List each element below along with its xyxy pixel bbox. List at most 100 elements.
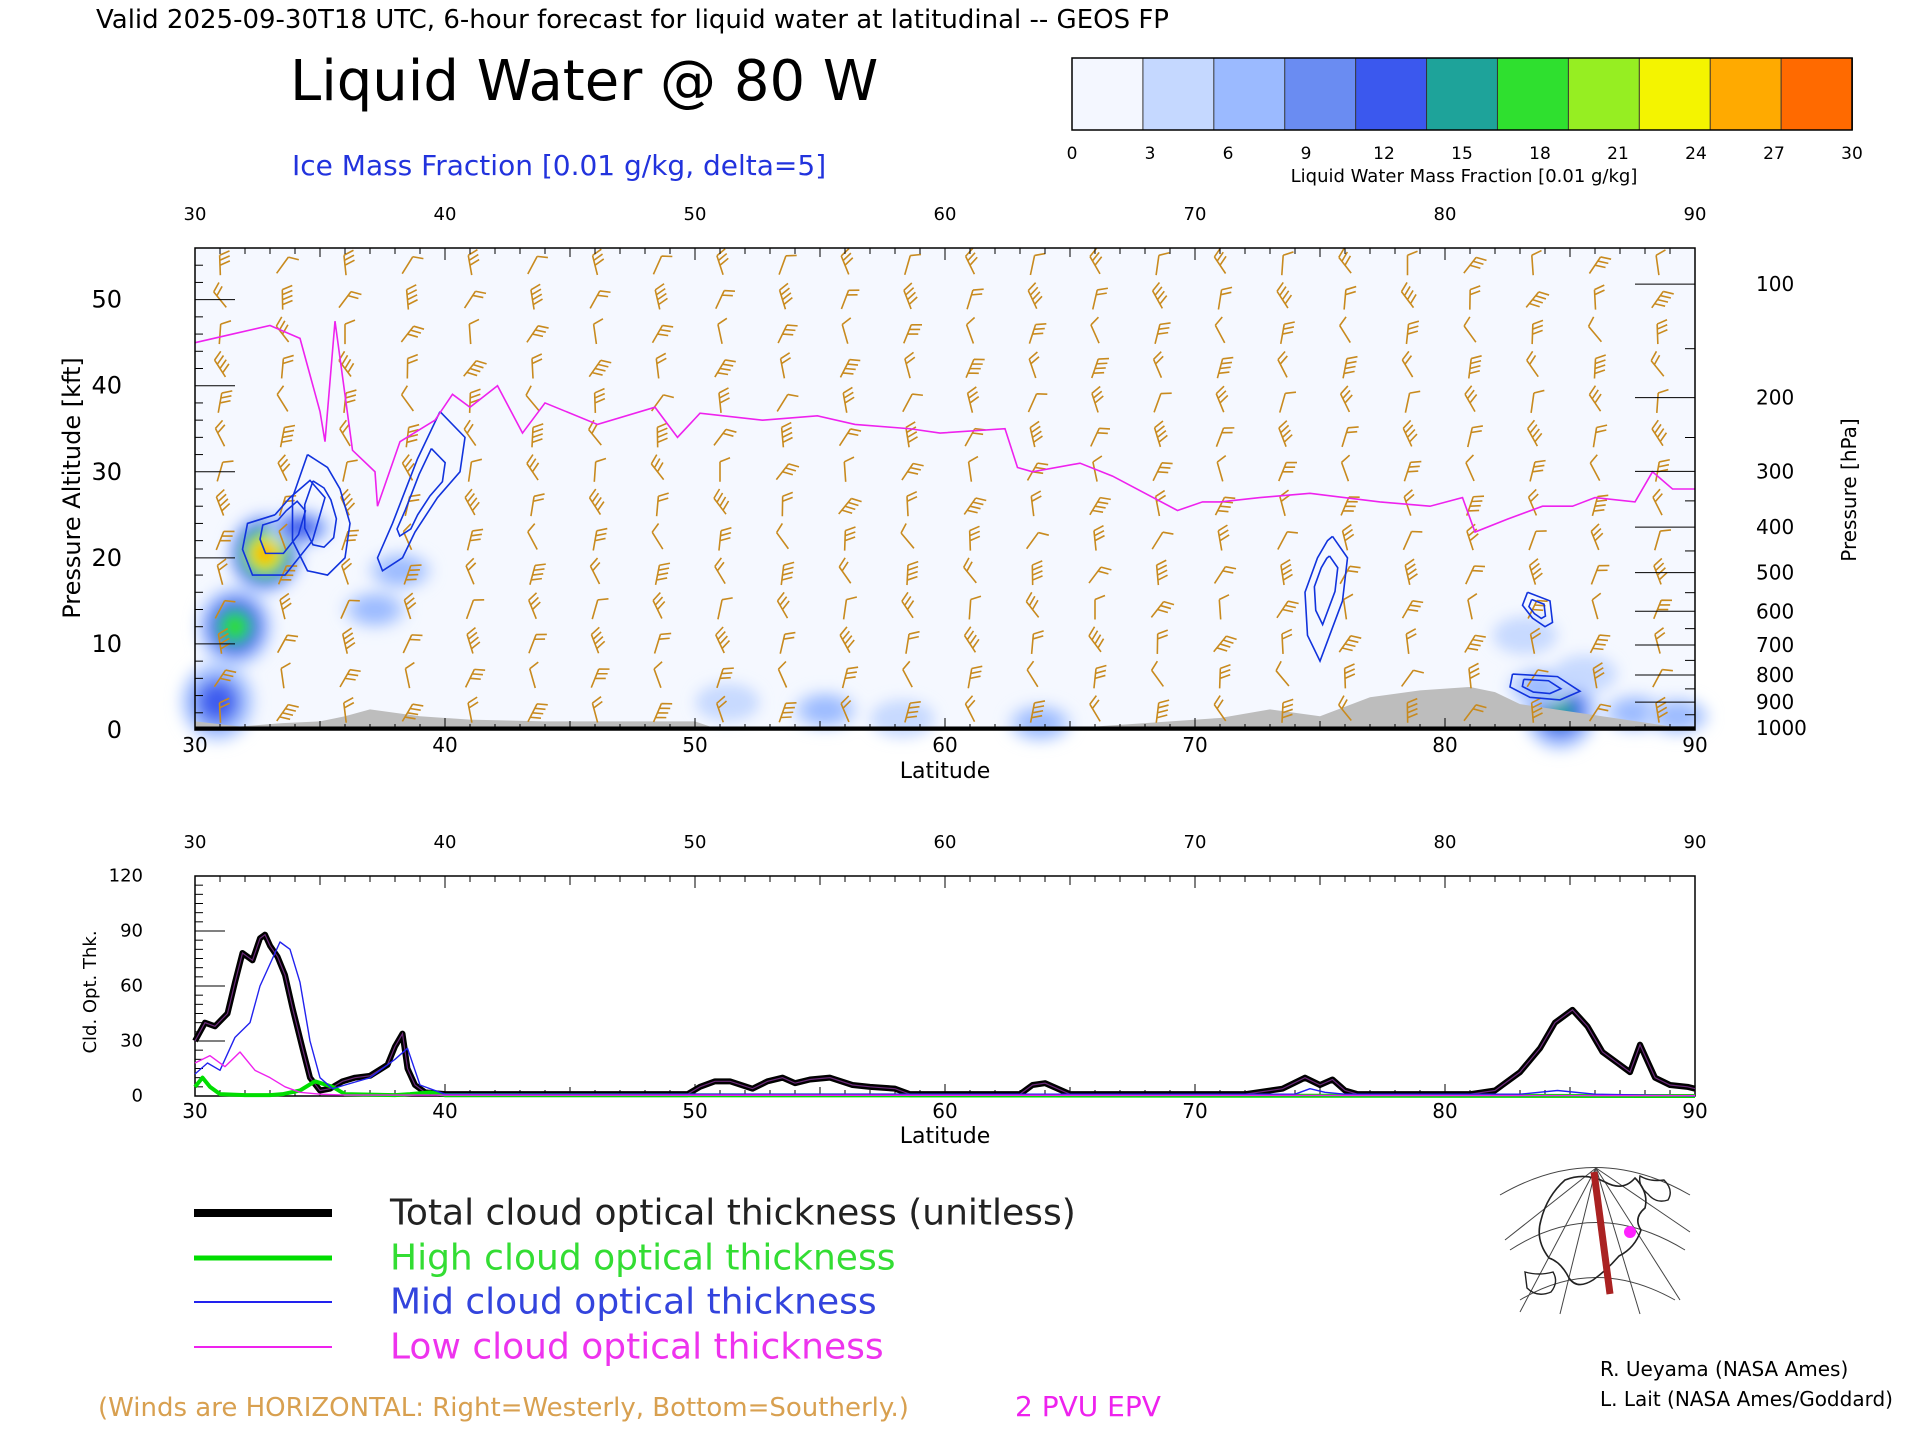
- wind-barb: [1400, 282, 1417, 309]
- bottom-x-tick-label-top: 80: [1434, 832, 1457, 853]
- wind-barb: [1525, 291, 1550, 308]
- liquid-water-level: [1655, 702, 1700, 730]
- wind-barb: [214, 419, 226, 447]
- wind-barb: [1153, 392, 1172, 413]
- bottom-y-tick-label: 120: [109, 866, 143, 887]
- wind-barb: [216, 558, 228, 585]
- ice-label: Ice Mass Fraction [0.01 g/kg, delta=5]: [292, 149, 826, 182]
- wind-barb: [1469, 285, 1481, 310]
- top-xlabel: Latitude: [900, 759, 991, 784]
- wind-barb: [340, 599, 360, 619]
- liquid-water-level: [1493, 616, 1557, 655]
- top-x-tick-label-top: 60: [934, 204, 957, 225]
- wind-barb: [903, 282, 918, 310]
- wind-barb: [1529, 459, 1546, 482]
- wind-barb: [1338, 634, 1362, 653]
- wind-barb: [1406, 697, 1418, 723]
- wind-barb: [1463, 256, 1487, 274]
- wind-barb: [467, 696, 479, 723]
- credit-1: R. Ueyama (NASA Ames): [1600, 1357, 1848, 1381]
- ice-contour-inner: [1528, 598, 1547, 620]
- wind-barb: [276, 703, 299, 722]
- ice-contour-inner: [396, 447, 447, 538]
- colorbar-label: Liquid Water Mass Fraction [0.01 g/kg]: [1291, 166, 1638, 187]
- wind-barb: [1653, 557, 1668, 585]
- top-x-tick-label-top: 70: [1184, 204, 1207, 225]
- p-tick-label: 600: [1756, 599, 1794, 623]
- wind-barb: [1217, 524, 1230, 551]
- wind-barb: [402, 634, 423, 654]
- wind-barb: [1651, 419, 1668, 447]
- colorbar: 0 3 6 9 12 15 18 21 24 27 30: [1067, 57, 1863, 164]
- wind-barb: [1588, 385, 1602, 412]
- colorbar-cell: [1638, 57, 1712, 131]
- wind-barb: [1152, 351, 1164, 379]
- wind-barb: [215, 488, 231, 516]
- colorbar-tick-label: 3: [1145, 144, 1156, 164]
- wind-barb: [1343, 285, 1357, 310]
- legend-label-total: Total cloud optical thickness (unitless): [389, 1193, 1076, 1234]
- wind-barb: [1215, 385, 1229, 413]
- wind-barb: [1154, 322, 1171, 344]
- wind-barb: [464, 488, 480, 516]
- wind-barb: [1526, 669, 1549, 688]
- top-y-tick-label: 20: [91, 544, 122, 572]
- wind-barb: [1593, 354, 1606, 379]
- wind-barb: [1528, 530, 1547, 551]
- wind-barb: [530, 493, 545, 517]
- wind-barb: [403, 564, 422, 585]
- bottom-x-tick-label-top: 50: [684, 832, 707, 853]
- top-y-tick-label: 50: [91, 286, 122, 314]
- wind-barb: [1591, 494, 1609, 517]
- wind-barb: [1465, 454, 1475, 482]
- wind-barb: [525, 385, 540, 412]
- wind-barb: [965, 316, 976, 344]
- wind-barb: [1656, 318, 1668, 345]
- locator-section-line: [1590, 1171, 1614, 1295]
- colorbar-cell: [1496, 57, 1570, 131]
- wind-barb: [588, 419, 602, 446]
- wind-barb: [841, 317, 852, 344]
- wind-barb: [1589, 454, 1601, 481]
- ice-contours: [241, 410, 1582, 701]
- wind-barb: [839, 358, 861, 378]
- wind-barb: [902, 393, 923, 413]
- wind-barb: [341, 627, 356, 654]
- wind-barb: [1029, 700, 1046, 723]
- wind-barb: [1343, 663, 1356, 689]
- bottom-xlabel: Latitude: [900, 1124, 991, 1149]
- wind-barb: [589, 290, 611, 309]
- wind-barb: [1090, 357, 1110, 379]
- series-high: [193, 1075, 1696, 1098]
- liquid-water-level: [1613, 699, 1657, 727]
- wind-barb: [1093, 524, 1105, 551]
- wind-barb: [402, 523, 413, 551]
- ice-contour-inner: [1521, 678, 1563, 695]
- wind-barb: [526, 454, 540, 481]
- wind-barb: [1027, 282, 1043, 310]
- wind-barb: [840, 289, 860, 310]
- wind-barb: [777, 324, 798, 344]
- wind-barb: [401, 454, 415, 481]
- wind-barb: [218, 697, 230, 723]
- wind-barb: [967, 455, 979, 482]
- wind-barb: [1338, 247, 1352, 274]
- wind-barb: [529, 563, 546, 585]
- wind-barb: [1030, 490, 1042, 517]
- wind-barb: [654, 562, 671, 586]
- wind-barb: [1151, 531, 1174, 550]
- p-tick-label: 800: [1756, 663, 1794, 687]
- ice-contour-ice-5: [1521, 591, 1554, 628]
- wind-barb: [465, 598, 485, 620]
- wind-barb: [400, 385, 415, 412]
- wind-barb: [906, 560, 919, 586]
- wind-barb: [1150, 660, 1165, 687]
- wind-barb: [1278, 461, 1298, 482]
- ice-contour-ice-2: [241, 479, 326, 576]
- wind-barb: [904, 701, 921, 723]
- bottom-y-tick-label: 0: [132, 1086, 143, 1107]
- legend-label-mid: Mid cloud optical thickness: [390, 1282, 877, 1323]
- colorbar-cell: [1355, 57, 1428, 131]
- top-x-tick-label: 60: [932, 733, 957, 757]
- wind-barb: [964, 695, 976, 723]
